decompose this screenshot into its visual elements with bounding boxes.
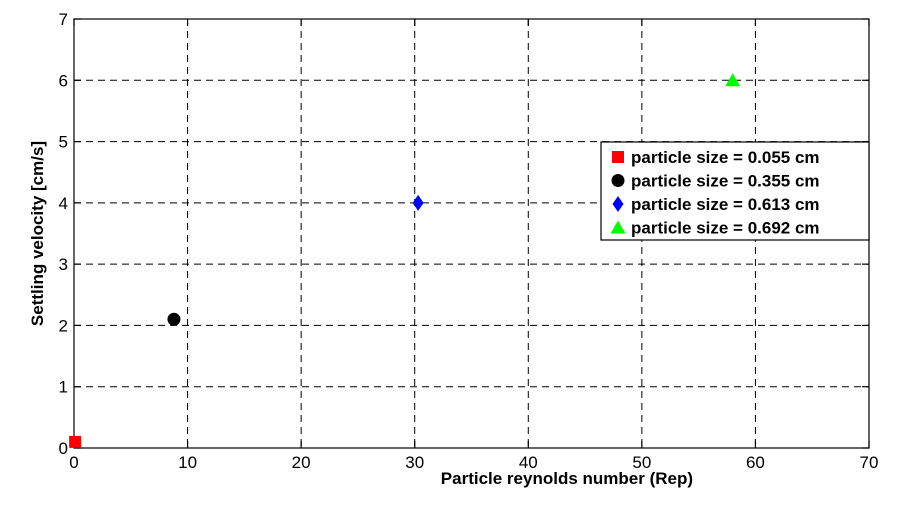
- y-tick-label: 3: [59, 255, 68, 274]
- legend-label: particle size = 0.355 cm: [631, 172, 820, 191]
- y-tick-label: 4: [59, 194, 68, 213]
- data-point-diamond: [412, 194, 424, 211]
- y-tick-label: 6: [59, 71, 68, 90]
- legend-label: particle size = 0.613 cm: [631, 195, 820, 214]
- x-tick-label: 60: [746, 453, 765, 472]
- x-tick-label: 50: [632, 453, 651, 472]
- x-tick-label: 40: [519, 453, 538, 472]
- x-tick-label: 70: [860, 453, 879, 472]
- grid-lines: [74, 19, 869, 448]
- x-tick-label: 0: [69, 453, 78, 472]
- legend-marker-square: [612, 151, 624, 163]
- y-tick-label: 2: [59, 316, 68, 335]
- legend-marker-diamond: [612, 196, 624, 212]
- y-tick-label: 0: [59, 439, 68, 458]
- y-tick-label: 1: [59, 378, 68, 397]
- data-point-triangle: [725, 73, 741, 87]
- x-tick-label: 10: [178, 453, 197, 472]
- y-axis-label: Settling velocity [cm/s]: [28, 141, 47, 326]
- y-tick-label: 7: [59, 10, 68, 29]
- legend-marker-triangle: [610, 220, 626, 234]
- tick-labels: 0 10 20 30 40 50 60 70 0 1 2 3 4 5 6 7: [59, 10, 879, 472]
- x-tick-label: 30: [405, 453, 424, 472]
- x-axis-label: Particle reynolds number (Rep): [441, 469, 693, 488]
- legend-label: particle size = 0.692 cm: [631, 219, 820, 238]
- axis-ticks: [73, 18, 870, 449]
- legend-marker-circle: [611, 174, 625, 187]
- x-tick-label: 20: [292, 453, 311, 472]
- legend-label: particle size = 0.055 cm: [631, 148, 820, 167]
- y-tick-label: 5: [59, 133, 68, 152]
- data-point-circle: [167, 312, 181, 326]
- legend: particle size = 0.055 cm particle size = …: [600, 141, 870, 241]
- legend-box: [600, 141, 870, 241]
- data-point-square: [69, 435, 82, 448]
- data-markers: [69, 73, 741, 448]
